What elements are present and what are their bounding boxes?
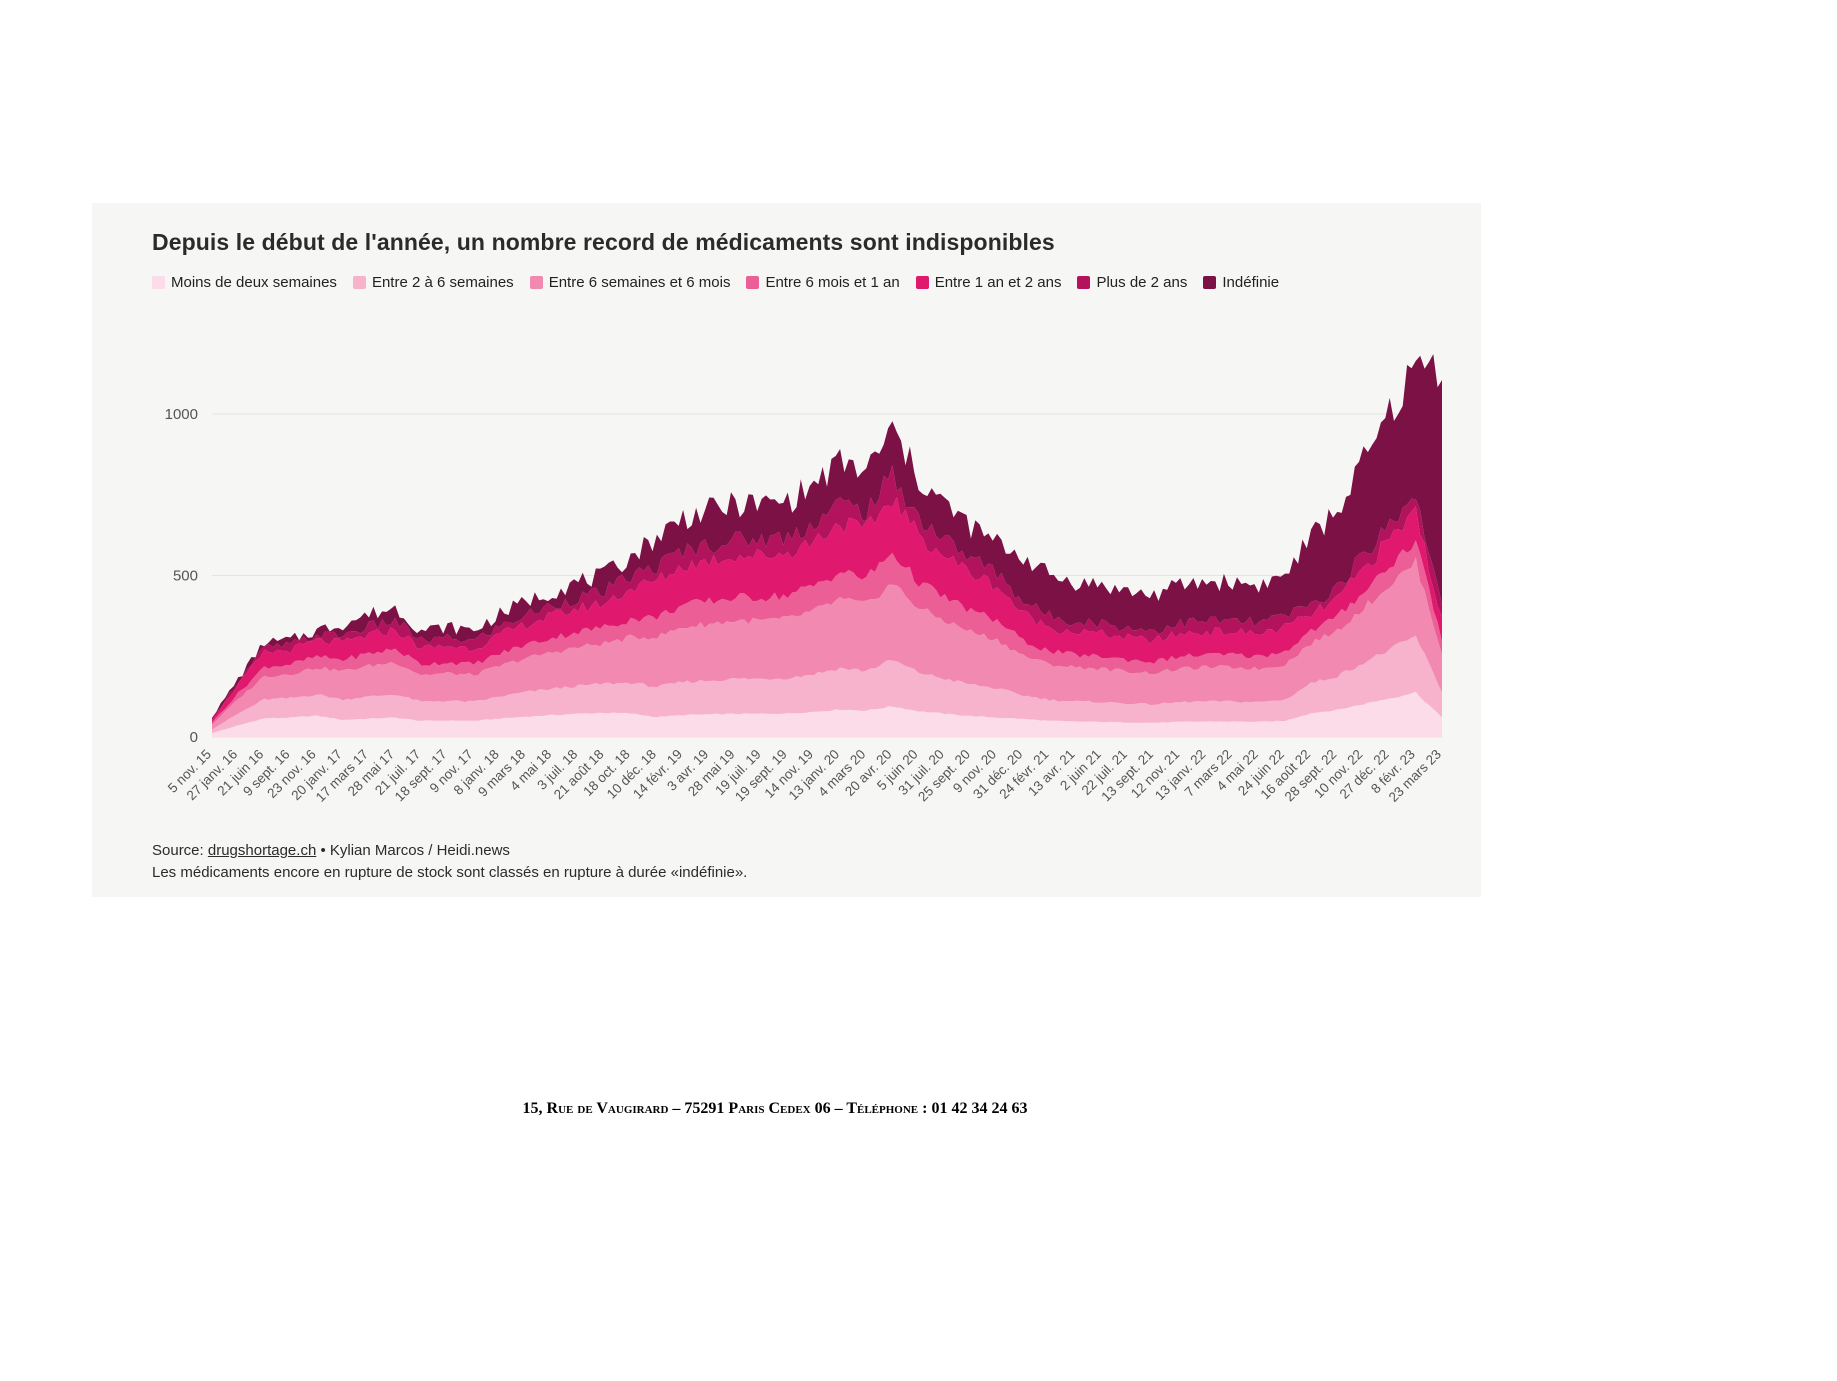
chart-note: Les médicaments encore en rupture de sto… bbox=[152, 863, 748, 881]
legend-item: Moins de deux semaines bbox=[152, 274, 337, 291]
legend-label: Plus de 2 ans bbox=[1096, 274, 1188, 291]
legend-swatch-icon bbox=[1203, 276, 1217, 289]
legend-label: Entre 2 à 6 semaines bbox=[371, 274, 514, 291]
legend-item: Indéfinie bbox=[1203, 274, 1279, 291]
legend-swatch-icon bbox=[746, 276, 760, 289]
legend-label: Entre 1 an et 2 ans bbox=[934, 274, 1062, 291]
svg-text:1000: 1000 bbox=[165, 406, 198, 423]
svg-text:0: 0 bbox=[190, 729, 198, 746]
chart-title: Depuis le début de l'année, un nombre re… bbox=[152, 229, 1055, 255]
legend-item: Entre 1 an et 2 ans bbox=[915, 274, 1062, 291]
legend-label: Indéfinie bbox=[1222, 274, 1280, 291]
legend-item: Entre 6 semaines et 6 mois bbox=[529, 274, 731, 291]
chart-legend: Moins de deux semaines Entre 2 à 6 semain… bbox=[152, 274, 1447, 291]
legend-swatch-icon bbox=[529, 276, 543, 289]
source-block: Source: drugshortage.ch • Kylian Marcos … bbox=[152, 840, 1447, 884]
legend-item: Plus de 2 ans bbox=[1077, 274, 1187, 291]
chart-area: 0 500 1000 5 nov. 15 27 janv. 16 21 juin 16 9 … bbox=[152, 307, 1447, 812]
page-footer-address: 15, Rue de Vaugirard – 75291 Paris Cedex… bbox=[522, 1100, 1028, 1117]
source-credit: • Kylian Marcos / Heidi.news bbox=[316, 842, 510, 859]
legend-label: Entre 6 semaines et 6 mois bbox=[548, 274, 731, 291]
legend-swatch-icon bbox=[352, 276, 366, 289]
chart-card: Depuis le début de l'année, un nombre re… bbox=[92, 203, 1481, 897]
legend-label: Entre 6 mois et 1 an bbox=[765, 274, 900, 291]
source-prefix: Source: bbox=[152, 842, 208, 859]
source-line: Source: drugshortage.ch • Kylian Marcos … bbox=[152, 840, 1447, 862]
legend-item: Entre 6 mois et 1 an bbox=[746, 274, 900, 291]
legend-item: Entre 2 à 6 semaines bbox=[352, 274, 514, 291]
legend-swatch-icon bbox=[915, 276, 929, 289]
svg-text:500: 500 bbox=[173, 568, 198, 585]
legend-label: Moins de deux semaines bbox=[171, 274, 337, 291]
source-link[interactable]: drugshortage.ch bbox=[207, 842, 317, 859]
legend-swatch-icon bbox=[1077, 276, 1091, 289]
legend-swatch-icon bbox=[152, 276, 165, 289]
